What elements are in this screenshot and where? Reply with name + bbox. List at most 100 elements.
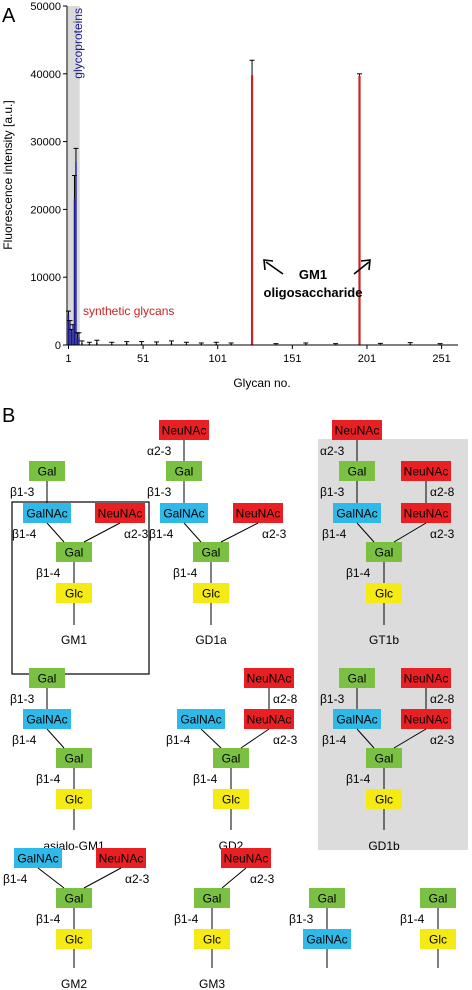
x-axis-label: Glycan no. [233, 376, 290, 390]
bar [81, 342, 83, 345]
glycosidic-bond [37, 867, 65, 889]
glycosidic-bond [393, 522, 427, 543]
gal-label: Gal [38, 465, 57, 479]
bar [78, 336, 80, 345]
annotation-line1: GM1 [299, 267, 327, 282]
linkage-label: β1-4 [149, 527, 174, 541]
bar [358, 75, 361, 346]
bar [96, 342, 98, 345]
linkage-label: β1-4 [3, 872, 28, 886]
glc-residue [56, 789, 92, 809]
gal-residue [29, 668, 65, 688]
glycosidic-bond [46, 728, 65, 749]
y-axis-label: Fluorescence intensity [a.u.] [1, 100, 15, 249]
linkage-label: α2-3 [250, 872, 275, 886]
neuac-label: NeuNAc [404, 465, 449, 479]
bar [72, 328, 74, 345]
bar [230, 343, 232, 345]
bar [170, 342, 173, 345]
y-tick-label: 0 [55, 340, 61, 352]
galnac-residue [160, 503, 208, 523]
gal-label: Gal [65, 546, 84, 560]
y-tick-label: 10000 [30, 272, 61, 284]
bar [409, 343, 411, 345]
gal-residue [29, 461, 65, 481]
gal-residue [193, 542, 229, 562]
glc-residue [194, 929, 230, 949]
bar [185, 343, 188, 345]
gal-residue [339, 461, 375, 481]
x-tick-label: 1 [65, 353, 71, 365]
galnac-label: GalNAc [26, 713, 67, 727]
glycosidic-bond [356, 522, 375, 543]
galnac-label: GalNAc [336, 507, 377, 521]
ganglioside-name: GM2 [61, 977, 87, 990]
bar [75, 161, 77, 345]
neuac-residue [96, 848, 146, 868]
glycosidic-bond [356, 728, 375, 749]
bar [111, 343, 113, 345]
neuac-label: NeuNAc [247, 713, 292, 727]
linkage-label: α2-3 [262, 527, 287, 541]
gal-label: Gal [375, 752, 394, 766]
neuac-residue [159, 420, 209, 440]
gal-residue [56, 542, 92, 562]
synthetic-glycans-label: synthetic glycans [83, 304, 174, 318]
linkage-label: β1-4 [346, 772, 371, 786]
linkage-label: α2-8 [430, 485, 455, 499]
neuac-label: NeuNAc [404, 507, 449, 521]
glc-residue [193, 583, 229, 603]
galnac-label: GalNAc [163, 507, 204, 521]
bar [200, 343, 203, 345]
bar [70, 331, 73, 345]
gal-residue [194, 888, 230, 908]
linkage-label: β1-4 [36, 912, 61, 926]
galnac-label: GalNAc [17, 852, 58, 866]
linkage-label: α2-3 [320, 444, 345, 458]
neuac-label: NeuNAc [98, 507, 143, 521]
glc-residue [366, 789, 402, 809]
glc-label: Glc [65, 933, 83, 947]
linkage-label: β1-4 [174, 912, 199, 926]
glycosidic-bond [220, 522, 259, 543]
gal-residue [339, 668, 375, 688]
glycan-structures: Galβ1-4GlcGalNAcβ1-4NeuNAcα2-3Galβ1-3GM1… [3, 420, 456, 990]
x-tick-label: 151 [283, 353, 301, 365]
bar [125, 342, 128, 345]
bar [88, 343, 91, 345]
linkage-label: α2-3 [430, 733, 455, 747]
galnac-residue [177, 709, 225, 729]
linkage-label: β1-4 [322, 527, 347, 541]
gal-residue [309, 888, 345, 908]
bar [215, 343, 217, 345]
glc-label: Glc [375, 587, 393, 601]
glc-label: Glc [203, 933, 221, 947]
glc-label: Glc [202, 587, 220, 601]
linkage-label: β1-4 [12, 527, 37, 541]
gal-residue [366, 542, 402, 562]
glc-label: Glc [222, 793, 240, 807]
neuac-label: NeuNAc [335, 424, 380, 438]
glc-residue [56, 929, 92, 949]
galnac-residue [333, 503, 381, 523]
gal-residue [166, 461, 202, 481]
gal-label: Gal [203, 892, 222, 906]
linkage-label: β1-3 [10, 485, 35, 499]
linkage-label: α2-8 [273, 692, 298, 706]
gal-residue [420, 888, 456, 908]
ganglioside-name: GD1b [368, 839, 400, 853]
neuac-residue [244, 709, 294, 729]
linkage-label: β1-3 [10, 692, 35, 706]
gal-label: Gal [348, 672, 367, 686]
neuac-residue [221, 848, 271, 868]
neuac-label: NeuNAc [404, 713, 449, 727]
galnac-label: GalNAc [26, 507, 67, 521]
neuac-residue [332, 420, 382, 440]
gal-residue [366, 748, 402, 768]
panel-a-label: A [2, 5, 16, 27]
galnac-residue [23, 503, 71, 523]
linkage-label: β1-3 [320, 485, 345, 499]
glycosidic-bond [83, 867, 122, 889]
